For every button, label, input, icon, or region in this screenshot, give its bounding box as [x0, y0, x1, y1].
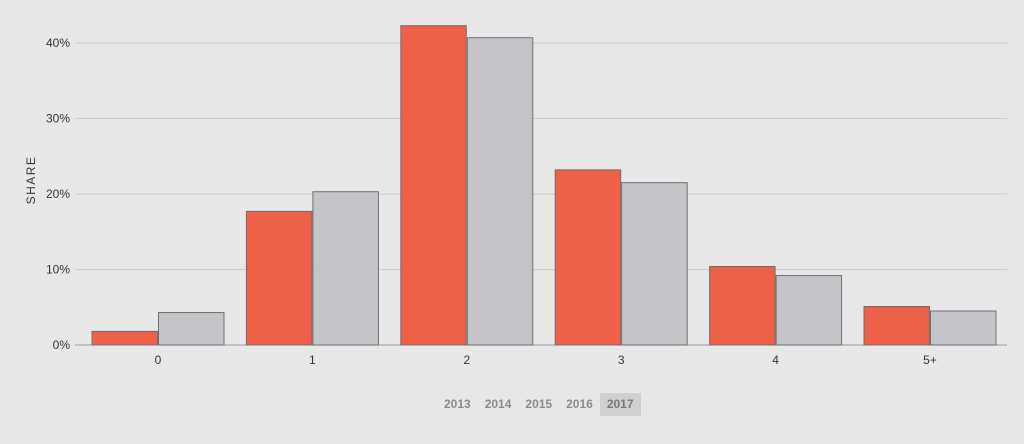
- y-tick-label: 20%: [46, 187, 70, 201]
- bar-3-series-2[interactable]: [621, 182, 688, 346]
- x-tick-label: 3: [618, 353, 625, 367]
- bar-3-series-1[interactable]: [554, 169, 622, 346]
- x-tick-label: 5+: [923, 353, 937, 367]
- x-tick-label: 2: [463, 353, 470, 367]
- year-button-2017[interactable]: 2017: [599, 393, 641, 416]
- bar-1-series-1[interactable]: [245, 210, 313, 346]
- year-button-2016[interactable]: 2016: [566, 397, 593, 411]
- bar-0-series-1[interactable]: [91, 330, 158, 346]
- y-tick-label: 40%: [46, 36, 70, 50]
- bar-5+-series-2[interactable]: [930, 310, 997, 346]
- y-tick-label: 30%: [46, 112, 70, 126]
- year-button-2013[interactable]: 2013: [444, 397, 471, 411]
- bar-5+-series-1[interactable]: [863, 305, 930, 346]
- bar-4-series-1[interactable]: [709, 265, 776, 346]
- bar-4-series-2[interactable]: [775, 275, 843, 346]
- x-tick-label: 4: [772, 353, 779, 367]
- year-button-2014[interactable]: 2014: [484, 397, 512, 411]
- y-tick-label: 0%: [53, 338, 71, 352]
- year-button-2015[interactable]: 2015: [525, 397, 553, 411]
- x-tick-label: 0: [155, 353, 162, 367]
- bar-2-series-1[interactable]: [400, 25, 467, 346]
- bar-1-series-2[interactable]: [312, 191, 379, 346]
- year-selector: 2013 2014 2015 2016 2017: [437, 393, 641, 416]
- bar-2-series-2[interactable]: [466, 37, 534, 346]
- y-tick-label: 10%: [46, 263, 70, 277]
- y-axis-title: SHARE: [24, 156, 38, 205]
- bar-0-series-2[interactable]: [158, 312, 225, 346]
- x-tick-label: 1: [309, 353, 316, 367]
